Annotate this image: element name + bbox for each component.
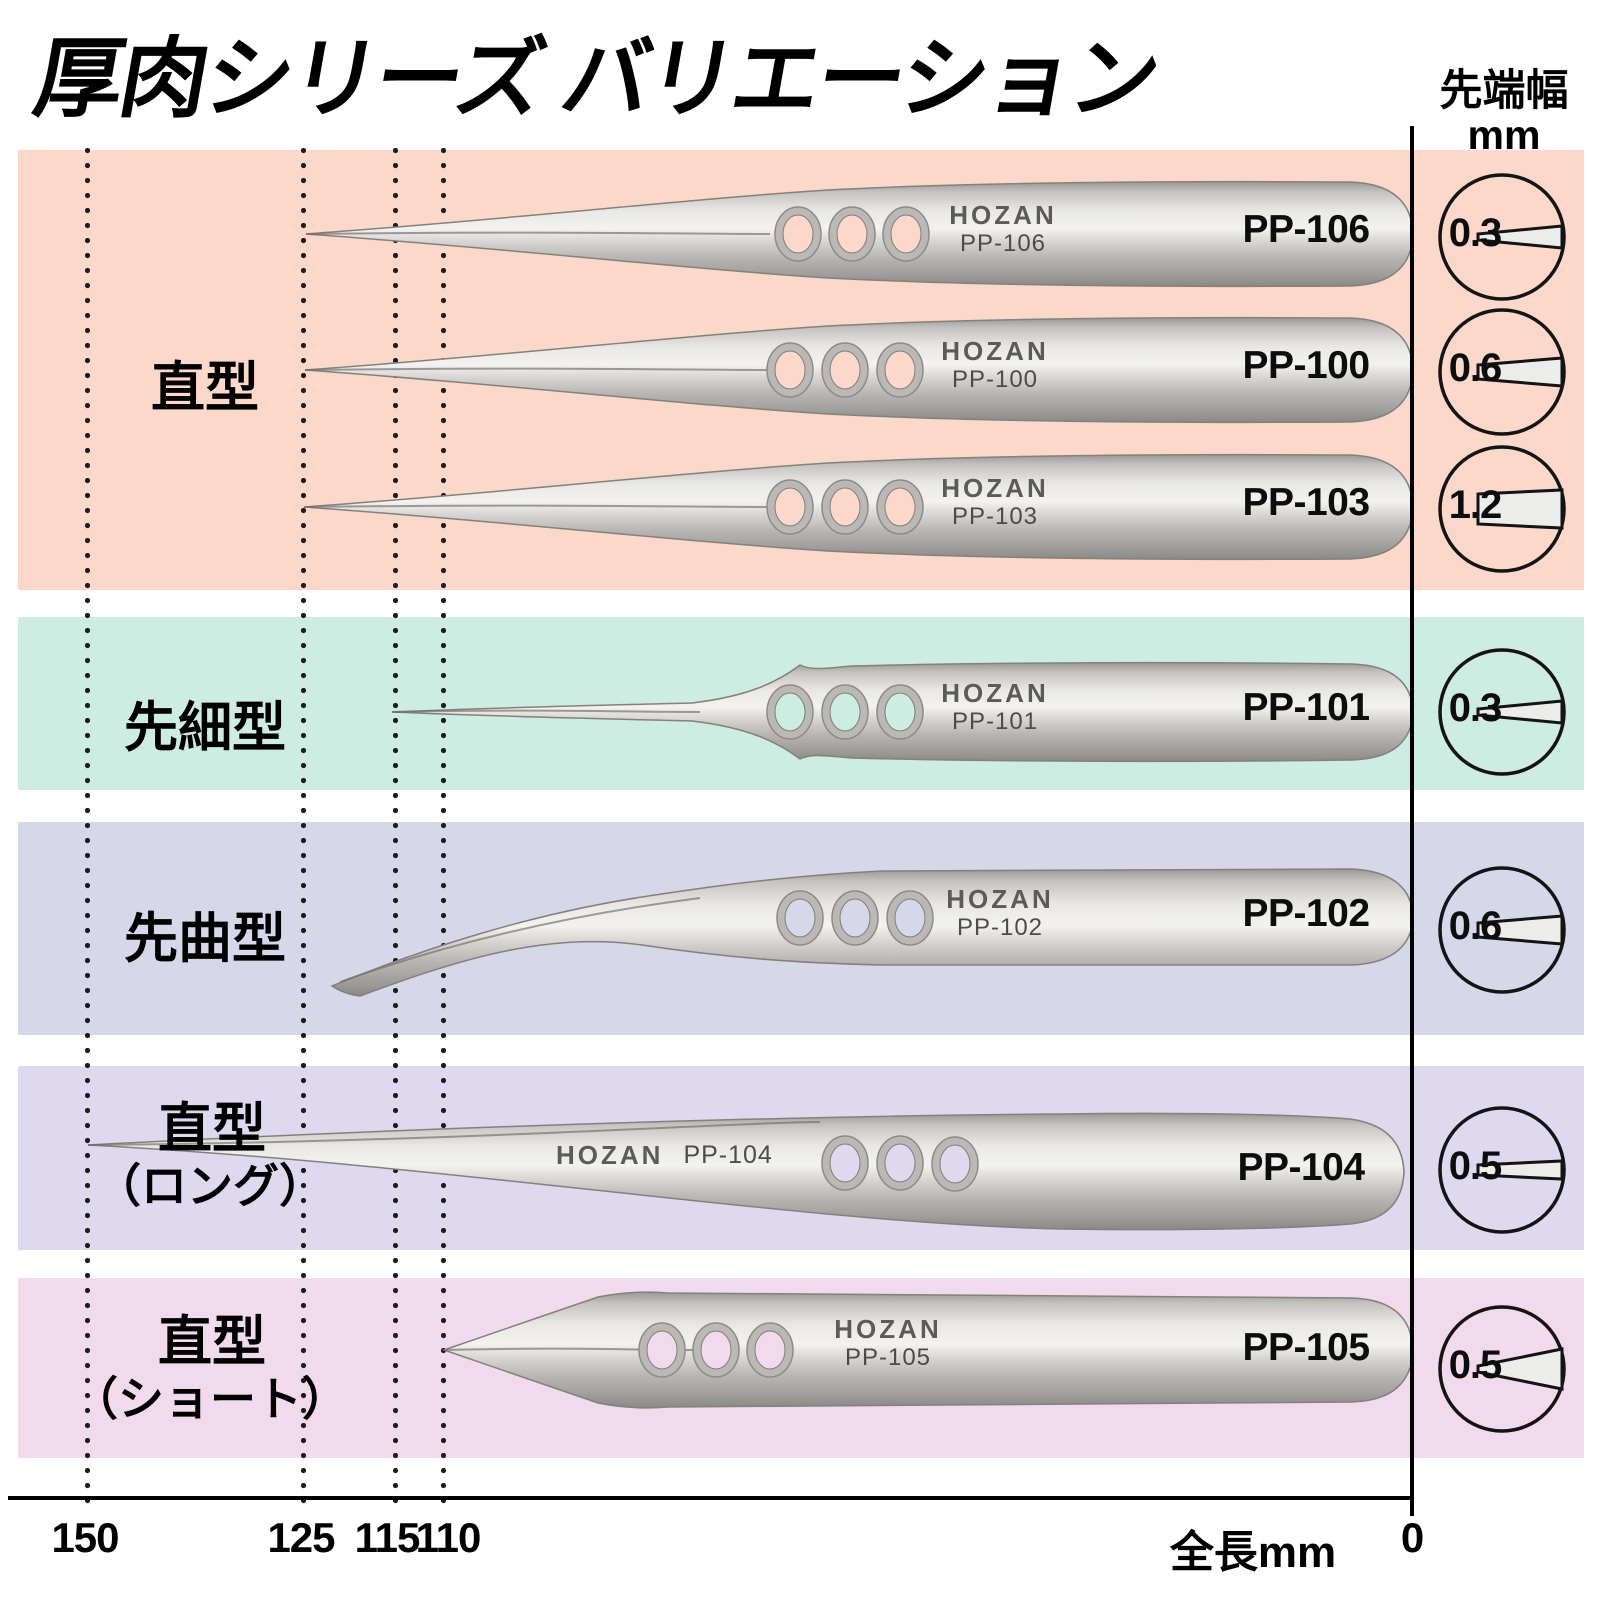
group-label-long: 直型 (158, 1099, 266, 1159)
tick-0: 0 (1400, 1514, 1424, 1561)
engraving-model: PP-106 (959, 230, 1047, 257)
model-label-pp100: PP-100 (1242, 344, 1370, 387)
page-title: 厚肉シリーズ バリエーション (27, 29, 1165, 128)
group-label-short: 直型 (158, 1312, 266, 1372)
brand-logo: HOZAN (941, 336, 1049, 366)
tip-width-pp100: 0.6 (1448, 346, 1503, 390)
tip-width-pp106: 0.3 (1448, 211, 1503, 255)
axis-baseline (8, 1496, 1414, 1500)
group-label-curved: 先曲型 (124, 909, 286, 969)
engraving-pp103: HOZAN PP-103 (900, 473, 1090, 531)
group-sublabel-long: （ロング） (95, 1160, 325, 1212)
engraving-pp102: HOZAN PP-102 (905, 884, 1095, 942)
model-label-pp103: PP-103 (1242, 481, 1370, 524)
tip-width-pp102: 0.6 (1448, 904, 1503, 948)
tip-width-pp105: 0.5 (1448, 1343, 1503, 1387)
engraving-pp106: HOZAN PP-106 (908, 200, 1098, 258)
gridline-115 (393, 148, 398, 1512)
group-label-straight: 直型 (151, 358, 259, 418)
engraving-pp100: HOZAN PP-100 (900, 336, 1090, 394)
tick-110: 110 (415, 1514, 482, 1561)
engraving-model: PP-104 (683, 1141, 773, 1169)
engraving-pp101: HOZAN PP-101 (900, 678, 1090, 736)
model-label-pp104: PP-104 (1237, 1146, 1365, 1189)
model-label-pp106: PP-106 (1242, 208, 1370, 251)
model-label-pp101: PP-101 (1242, 686, 1370, 729)
brand-logo: HOZAN (941, 473, 1049, 503)
tick-115: 115 (354, 1514, 421, 1561)
engraving-model: PP-101 (951, 708, 1039, 735)
brand-logo: HOZAN (834, 1314, 942, 1344)
engraving-pp105: HOZAN PP-105 (793, 1314, 983, 1372)
tip-width-header: 先端幅 mm (1416, 70, 1592, 156)
tick-125: 125 (267, 1514, 335, 1561)
brand-logo: HOZAN (949, 200, 1057, 230)
engraving-pp104: HOZAN PP-104 (556, 1140, 836, 1171)
gridline-150 (85, 148, 90, 1512)
tip-width-pp103: 1.2 (1448, 483, 1503, 527)
tip-width-pp101: 0.3 (1448, 686, 1503, 730)
engraving-model: PP-102 (956, 914, 1044, 941)
brand-logo: HOZAN (946, 884, 1054, 914)
brand-logo: HOZAN (941, 678, 1049, 708)
brand-logo: HOZAN (556, 1140, 664, 1170)
engraving-model: PP-103 (951, 503, 1039, 530)
tip-width-pp104: 0.5 (1448, 1144, 1503, 1188)
axis-zero-line (1410, 126, 1414, 1516)
engraving-model: PP-105 (844, 1344, 932, 1371)
axis-length-label: 全長mm (1169, 1528, 1337, 1577)
tip-width-header-unit: mm (1467, 112, 1541, 158)
model-label-pp105: PP-105 (1242, 1326, 1370, 1369)
tip-width-header-title: 先端幅 (1439, 67, 1569, 115)
gridline-125 (301, 148, 306, 1512)
tick-150: 150 (51, 1514, 119, 1561)
group-sublabel-short: （ショート） (72, 1373, 348, 1425)
model-label-pp102: PP-102 (1242, 892, 1370, 935)
group-label-tapered: 先細型 (124, 698, 286, 758)
gridline-110 (441, 148, 446, 1512)
engraving-model: PP-100 (951, 366, 1039, 393)
